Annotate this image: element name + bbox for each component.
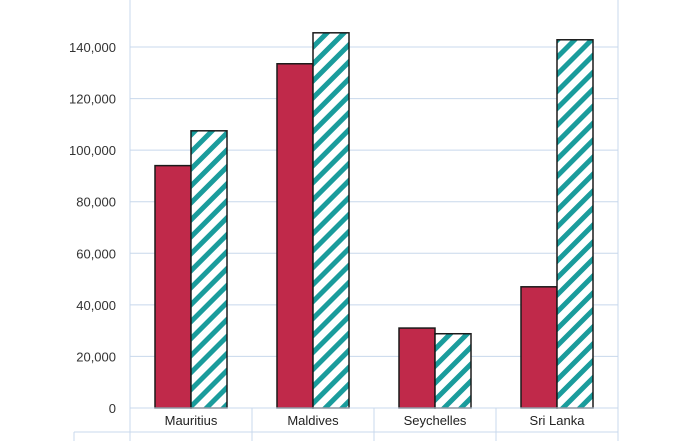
y-tick-label: 0 [109,401,116,416]
y-tick-label: 100,000 [69,143,116,158]
y-tick-label: 40,000 [76,298,116,313]
y-tick-label: 140,000 [69,40,116,55]
bar-mauritius-series-1 [154,164,192,409]
bar-sri-lanka-series-1 [520,286,558,409]
bars [154,32,594,409]
y-tick-label: 20,000 [76,349,116,364]
bar-seychelles-series-1 [398,327,436,409]
x-tick-label: Sri Lanka [530,413,586,428]
x-tick-label: Maldives [287,413,339,428]
bar-maldives-series-2 [312,32,350,409]
tick-labels: 0 20,000 40,000 60,000 80,000 100,000 120,000 1… [69,40,585,428]
bar-seychelles-series-2 [434,332,472,409]
bar-sri-lanka-series-2 [556,39,594,409]
y-tick-label: 120,000 [69,92,116,107]
bar-maldives-series-1 [276,63,314,409]
x-tick-label: Mauritius [165,413,218,428]
x-tick-label: Seychelles [404,413,467,428]
axes [73,0,619,441]
y-tick-label: 60,000 [76,246,116,261]
y-tick-label: 80,000 [76,195,116,210]
bar-mauritius-series-2 [190,130,228,409]
